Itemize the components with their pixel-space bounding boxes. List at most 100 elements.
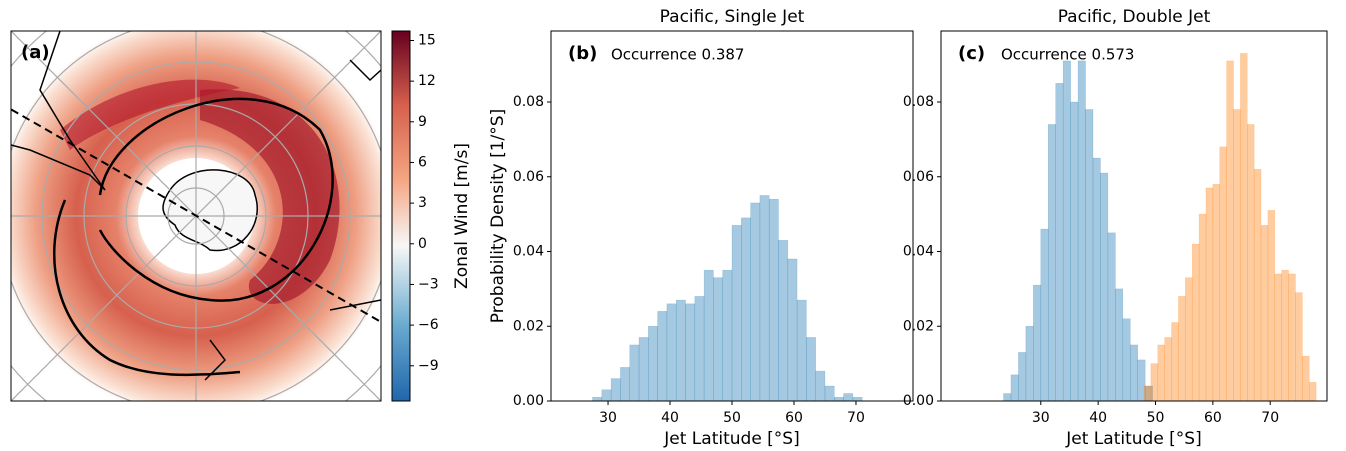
histogram-bar <box>1274 273 1282 402</box>
histogram-bar <box>675 299 686 402</box>
histogram-bar <box>815 370 826 402</box>
x-tick-label: 40 <box>1089 410 1107 426</box>
histogram-bar <box>824 385 835 402</box>
histogram-bar <box>685 303 696 402</box>
histogram-bar <box>1033 284 1042 402</box>
colorbar <box>392 31 410 401</box>
histogram-bar <box>787 258 798 402</box>
y-tick-label: 0.02 <box>513 318 544 334</box>
histogram-bar <box>694 296 705 402</box>
colorbar-tick-label: 0 <box>418 236 427 252</box>
histogram-bar <box>713 277 723 402</box>
histogram-bar <box>1122 318 1131 402</box>
histogram-bar <box>1143 385 1152 402</box>
histogram-bar <box>1107 232 1116 402</box>
panel-label: (c) <box>958 43 985 64</box>
x-tick-label: 60 <box>785 410 803 426</box>
histogram-bar <box>1055 83 1064 402</box>
histogram-bar <box>1164 337 1172 402</box>
histogram-bar <box>703 269 714 402</box>
colorbar-tick-label: 15 <box>418 32 436 48</box>
histogram-bar <box>657 311 668 402</box>
colorbar-tick-label: −9 <box>418 358 439 374</box>
x-tick-label: 30 <box>599 410 617 426</box>
x-tick-label: 40 <box>661 410 679 426</box>
histogram-bar <box>1171 322 1179 402</box>
histogram-bar <box>601 389 612 402</box>
histogram-bar <box>1077 60 1086 402</box>
x-tick-label: 70 <box>1261 410 1279 426</box>
histogram-bar <box>1185 277 1193 402</box>
histogram-bar <box>1115 288 1124 402</box>
annotation: Occurrence 0.573 <box>1001 46 1134 64</box>
y-axis-label: Probability Density [1/°S] <box>488 109 508 323</box>
histogram-bar <box>1025 326 1034 402</box>
histogram-bar <box>620 367 630 402</box>
histogram-bar <box>629 344 640 402</box>
x-tick-label: 30 <box>1032 410 1050 426</box>
histogram-bar <box>806 337 816 402</box>
histogram-bar <box>1178 296 1186 402</box>
histogram-bar <box>1205 187 1214 402</box>
histogram-bar <box>1302 355 1310 402</box>
histogram-bar <box>638 337 649 402</box>
histogram-bar <box>1267 210 1276 402</box>
colorbar-tick-label: 3 <box>418 195 427 211</box>
panel-label: (b) <box>568 43 597 64</box>
histogram-bar <box>1062 60 1071 402</box>
histogram-bar <box>1150 363 1159 402</box>
histogram-bar <box>1092 157 1101 402</box>
histogram-bar <box>1085 109 1094 402</box>
histogram-bar <box>1157 344 1165 402</box>
chart-title: Pacific, Single Jet <box>660 7 805 27</box>
x-tick-label: 60 <box>1204 410 1222 426</box>
histogram-bar <box>1003 393 1012 402</box>
histogram-bar <box>759 195 770 402</box>
y-tick-label: 0.08 <box>903 94 934 110</box>
x-tick-label: 70 <box>847 410 865 426</box>
y-tick-label: 0.06 <box>903 169 934 185</box>
colorbar-frame <box>391 30 411 402</box>
histogram-bar <box>1281 269 1289 402</box>
histogram-bar <box>1219 146 1227 402</box>
histogram-bar <box>1233 109 1241 402</box>
x-axis-label: Jet Latitude [°S] <box>663 429 799 449</box>
y-tick-label: 0.02 <box>903 318 934 334</box>
y-tick-label: 0.00 <box>513 393 544 409</box>
histogram-bar <box>1260 225 1269 402</box>
histogram-bar <box>1018 352 1027 402</box>
histogram-bar <box>1130 344 1138 402</box>
histogram-bar <box>722 269 733 402</box>
y-tick-label: 0.00 <box>903 393 934 409</box>
x-tick-label: 50 <box>723 410 741 426</box>
histogram-bar <box>648 326 658 402</box>
colorbar-tick-label: 6 <box>418 154 427 170</box>
histogram-bar <box>843 393 854 402</box>
histogram-bar <box>1048 124 1056 402</box>
histogram-bar <box>852 397 863 402</box>
x-tick-label: 50 <box>1147 410 1165 426</box>
histogram-bar <box>1247 124 1255 402</box>
histogram-bar <box>778 240 789 402</box>
histogram-bar <box>1308 382 1317 402</box>
histogram-bar <box>1191 243 1200 402</box>
colorbar-label: Zonal Wind [m/s] <box>452 143 472 289</box>
histogram-bar <box>1198 213 1207 402</box>
histogram-bar <box>1010 374 1019 402</box>
map <box>11 31 381 401</box>
histogram-bar <box>834 397 844 402</box>
colorbar-tick-label: 9 <box>418 114 427 130</box>
x-axis-label: Jet Latitude [°S] <box>1065 429 1201 449</box>
histogram-bar <box>768 198 779 402</box>
map-frame <box>10 30 382 402</box>
histogram-bar <box>796 299 807 402</box>
histogram-bar <box>1288 273 1296 402</box>
histogram-bar <box>1253 169 1262 402</box>
histogram-bar <box>1295 292 1303 402</box>
annotation: Occurrence 0.387 <box>611 46 744 64</box>
chart-title: Pacific, Double Jet <box>1058 7 1211 27</box>
y-tick-label: 0.04 <box>513 244 544 260</box>
histogram-bar <box>592 397 603 402</box>
histogram-bar <box>1226 60 1234 402</box>
